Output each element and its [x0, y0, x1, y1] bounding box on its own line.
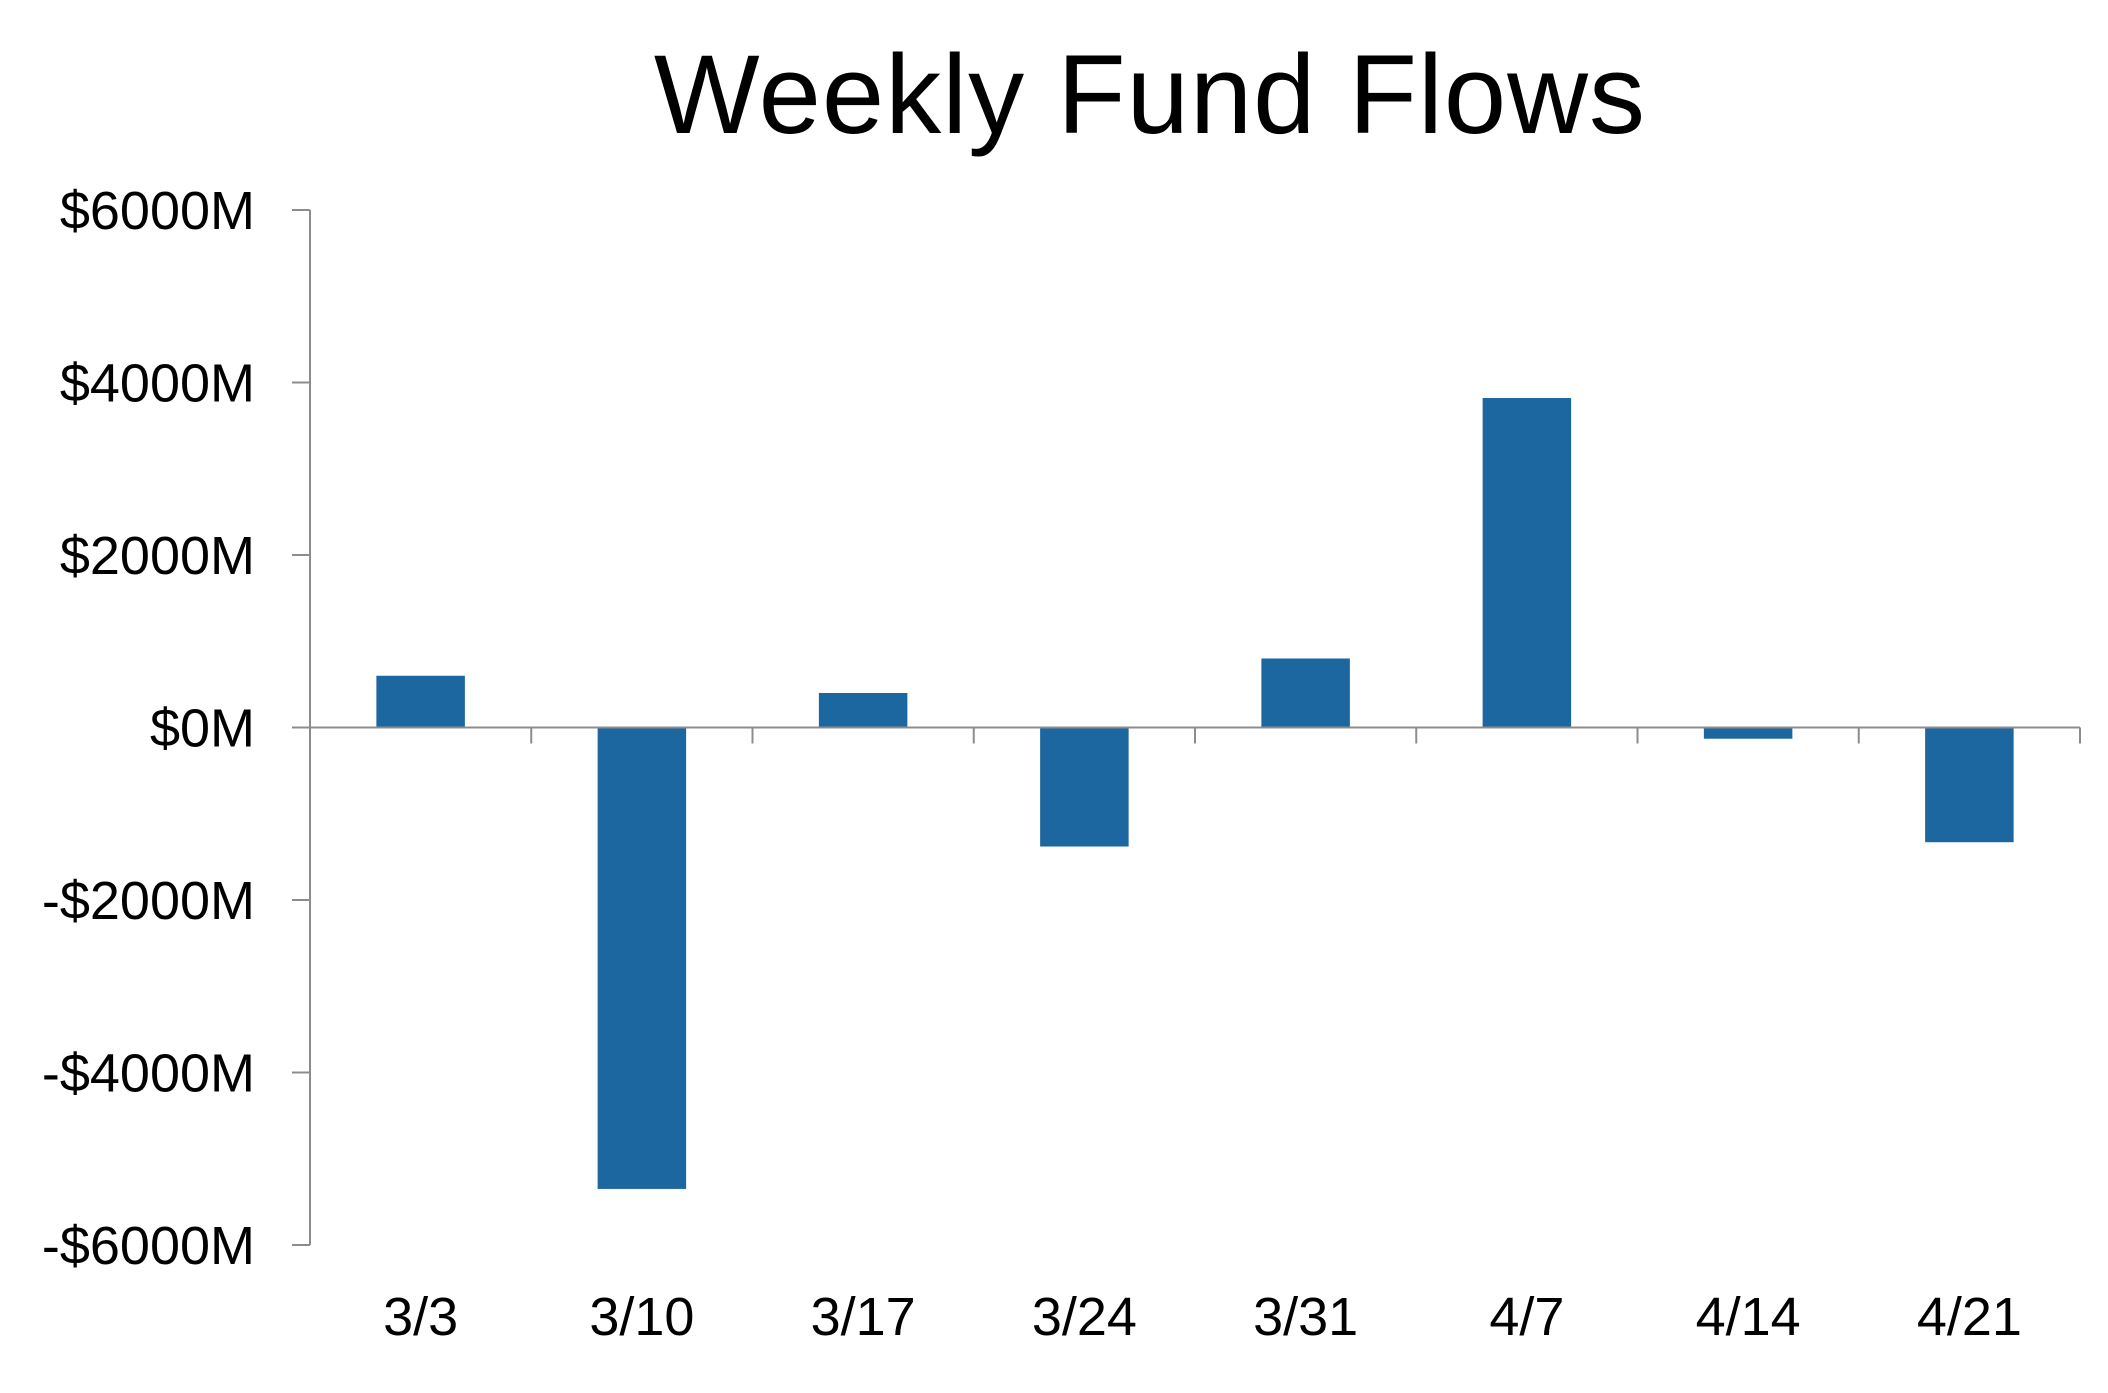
axes-layer: [292, 209, 2081, 1246]
x-tick-label: 3/10: [589, 1287, 694, 1347]
y-tick-label: $0M: [150, 699, 255, 759]
x-tick-label: 3/17: [811, 1287, 916, 1347]
x-tick-label: 4/7: [1489, 1287, 1564, 1347]
x-tick-label: 3/24: [1032, 1287, 1137, 1347]
x-tick-label: 4/21: [1917, 1287, 2022, 1347]
x-tick-label: 3/3: [383, 1287, 458, 1347]
y-tick-label: $4000M: [60, 354, 255, 414]
bar-4-21: [1925, 727, 2014, 843]
x-tick-label: 3/31: [1253, 1287, 1358, 1347]
y-tick-label: -$2000M: [42, 871, 255, 931]
bar-3-17: [818, 693, 908, 728]
bar-3-3: [376, 675, 465, 728]
bar-4-7: [1482, 398, 1572, 728]
bar-4-14: [1703, 727, 1793, 739]
y-tick-label: -$6000M: [42, 1216, 255, 1276]
bars-layer: [376, 398, 2014, 1189]
bar-3-10: [597, 727, 687, 1189]
y-tick-label: $2000M: [60, 526, 255, 586]
bar-3-31: [1261, 658, 1350, 728]
chart-title: Weekly Fund Flows: [653, 32, 1647, 157]
x-tick-label: 4/14: [1696, 1287, 1801, 1347]
y-tick-label: $6000M: [60, 181, 255, 241]
y-tick-label: -$4000M: [42, 1044, 255, 1104]
labels-layer: $6000M $4000M $2000M $0M -$2000M -$4000M -$600…: [42, 181, 2022, 1347]
bar-3-24: [1040, 727, 1129, 847]
